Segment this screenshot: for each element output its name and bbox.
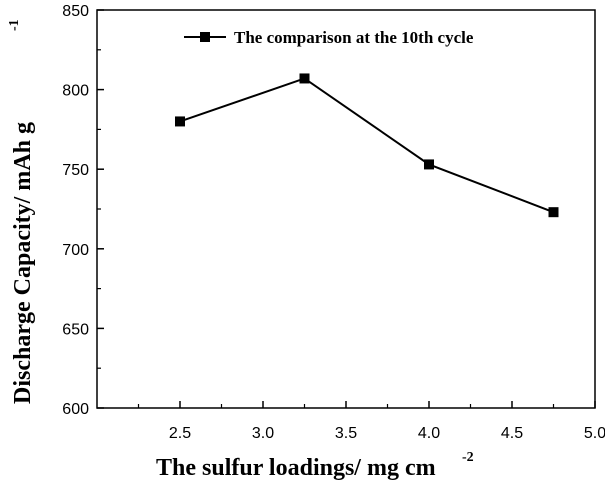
- tick-labels: 2.5 3.0 3.5 4.0 4.5 5.0 600 650 700 750 800 850: [62, 3, 605, 442]
- y-axis-title-superscript: -1: [7, 19, 22, 31]
- series-line: [179, 77, 554, 214]
- x-tick-label: 2.5: [169, 425, 191, 442]
- x-tick-label: 3.5: [335, 425, 357, 442]
- x-tick-label: 4.5: [501, 425, 523, 442]
- y-tick-label: 700: [62, 242, 89, 259]
- legend-label: The comparison at the 10th cycle: [234, 28, 474, 47]
- y-tick-label: 600: [62, 401, 89, 418]
- axis-ticks: [97, 9, 596, 409]
- data-point: [548, 207, 559, 218]
- x-axis-title-superscript: -2: [462, 450, 474, 465]
- x-tick-label: 3.0: [252, 425, 274, 442]
- data-point: [175, 116, 185, 127]
- x-axis-title: The sulfur loadings/ mg cm: [156, 455, 436, 481]
- x-tick-label: 4.0: [418, 425, 440, 442]
- y-tick-label: 650: [62, 321, 89, 338]
- legend: The comparison at the 10th cycle: [184, 28, 474, 47]
- y-tick-label: 750: [62, 162, 89, 179]
- x-tick-label: 5.0: [584, 425, 605, 442]
- data-point: [299, 73, 310, 84]
- legend-marker: [200, 32, 210, 42]
- series-markers: [175, 73, 559, 218]
- plot-frame: [96, 9, 596, 409]
- y-tick-label: 850: [62, 3, 89, 20]
- data-point: [424, 159, 434, 170]
- y-tick-label: 800: [62, 83, 89, 100]
- y-axis-title: Discharge Capacity/ mAh g: [10, 122, 36, 404]
